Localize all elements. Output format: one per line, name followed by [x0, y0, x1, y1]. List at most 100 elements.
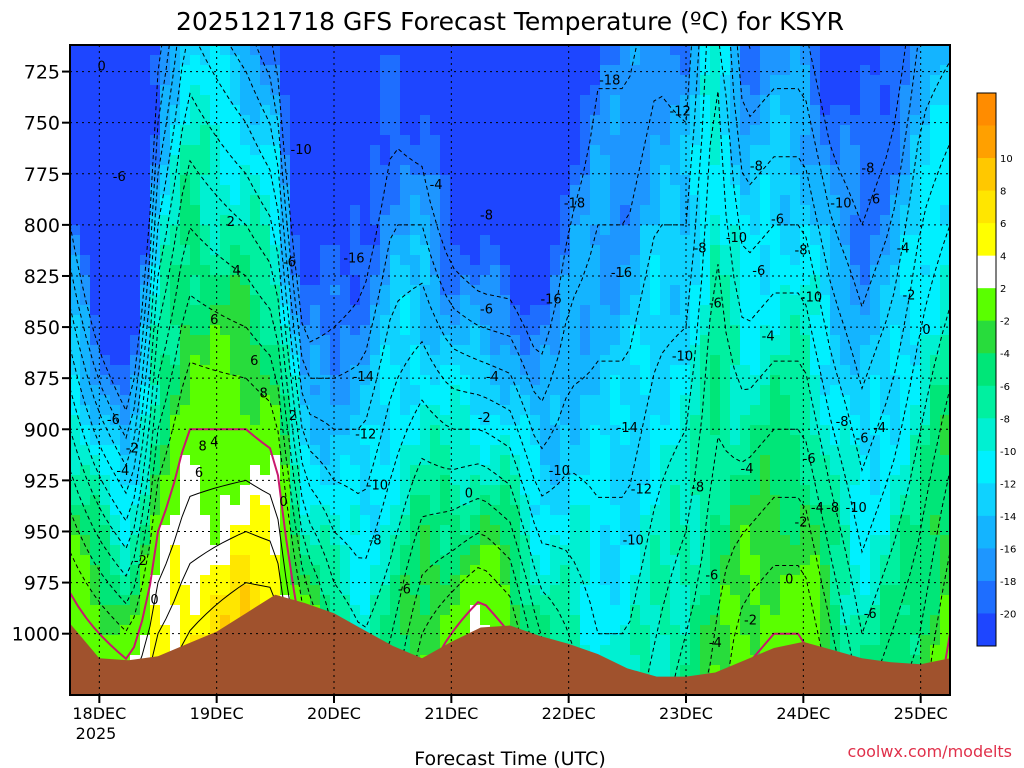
temperature-cell [600, 45, 611, 56]
temperature-cell [340, 345, 351, 356]
temperature-cell [570, 395, 581, 406]
temperature-cell [500, 315, 511, 326]
temperature-cell [740, 325, 751, 336]
temperature-cell [290, 285, 301, 296]
temperature-cell [130, 565, 141, 576]
temperature-cell [230, 105, 241, 116]
temperature-cell [670, 125, 681, 136]
temperature-cell [680, 505, 691, 516]
temperature-cell [770, 545, 781, 556]
temperature-cell [780, 435, 791, 446]
temperature-cell [760, 155, 771, 166]
temperature-cell [280, 455, 291, 466]
temperature-cell [690, 235, 701, 246]
temperature-cell [820, 95, 831, 106]
temperature-cell [130, 255, 141, 266]
temperature-cell [280, 315, 291, 326]
temperature-cell [140, 95, 151, 106]
temperature-cell [310, 395, 321, 406]
temperature-cell [490, 355, 501, 366]
temperature-cell [790, 405, 801, 416]
temperature-cell [190, 265, 201, 276]
temperature-cell [150, 325, 161, 336]
temperature-cell [250, 325, 261, 336]
temperature-cell [570, 625, 581, 636]
temperature-cell [490, 585, 501, 596]
temperature-cell [390, 405, 401, 416]
temperature-cell [270, 385, 281, 396]
temperature-cell [270, 485, 281, 496]
temperature-cell [500, 355, 511, 366]
temperature-cell [770, 205, 781, 216]
temperature-cell [770, 635, 781, 646]
temperature-cell [730, 345, 741, 356]
temperature-cell [470, 145, 481, 156]
temperature-cell [230, 195, 241, 206]
temperature-cell [480, 295, 491, 306]
temperature-cell [810, 365, 821, 376]
temperature-cell [690, 125, 701, 136]
temperature-cell [260, 555, 271, 566]
temperature-cell [510, 125, 521, 136]
temperature-cell [120, 205, 131, 216]
temperature-cell [370, 155, 381, 166]
temperature-cell [710, 405, 721, 416]
temperature-cell [640, 655, 651, 666]
temperature-cell [80, 175, 91, 186]
temperature-cell [700, 205, 711, 216]
temperature-cell [320, 195, 331, 206]
temperature-cell [600, 135, 611, 146]
temperature-cell [180, 85, 191, 96]
temperature-cell [770, 175, 781, 186]
temperature-cell [430, 615, 441, 626]
temperature-cell [580, 635, 591, 646]
temperature-cell [770, 335, 781, 346]
temperature-cell [690, 365, 701, 376]
temperature-cell [600, 275, 611, 286]
temperature-cell [700, 285, 711, 296]
temperature-cell [570, 525, 581, 536]
temperature-cell [130, 335, 141, 346]
temperature-cell [240, 225, 251, 236]
temperature-cell [710, 485, 721, 496]
temperature-cell [720, 555, 731, 566]
temperature-cell [90, 175, 101, 186]
temperature-cell [430, 355, 441, 366]
temperature-cell [530, 185, 541, 196]
temperature-cell [550, 275, 561, 286]
temperature-cell [720, 175, 731, 186]
temperature-cell [100, 95, 111, 106]
temperature-cell [350, 565, 361, 576]
temperature-cell [400, 135, 411, 146]
temperature-cell [720, 315, 731, 326]
temperature-cell [80, 85, 91, 96]
temperature-cell [610, 565, 621, 576]
temperature-cell [230, 145, 241, 156]
temperature-cell [320, 565, 331, 576]
temperature-cell [270, 405, 281, 416]
temperature-cell [520, 535, 531, 546]
temperature-cell [690, 225, 701, 236]
temperature-cell [200, 215, 211, 226]
temperature-cell [280, 395, 291, 406]
temperature-cell [530, 385, 541, 396]
temperature-cell [780, 175, 791, 186]
temperature-cell [130, 345, 141, 356]
temperature-cell [390, 535, 401, 546]
temperature-cell [270, 535, 281, 546]
temperature-cell [210, 355, 221, 366]
temperature-cell [580, 425, 591, 436]
temperature-cell [240, 515, 251, 526]
temperature-cell [390, 505, 401, 516]
temperature-cell [390, 595, 401, 606]
temperature-cell [490, 565, 501, 576]
temperature-cell [80, 95, 91, 106]
temperature-cell [490, 205, 501, 216]
temperature-cell [700, 245, 711, 256]
temperature-cell [130, 355, 141, 366]
temperature-cell [700, 505, 711, 516]
temperature-cell [680, 145, 691, 156]
temperature-cell [530, 125, 541, 136]
temperature-cell [710, 545, 721, 556]
temperature-cell [200, 245, 211, 256]
